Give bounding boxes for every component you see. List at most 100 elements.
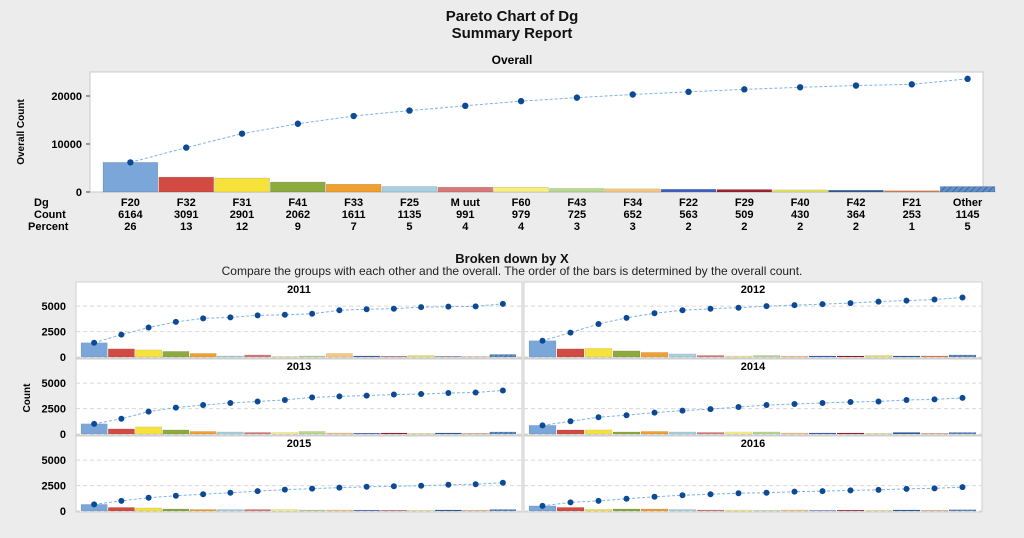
panel-2016-bar-f33 bbox=[640, 508, 669, 512]
cumulative-point-f33 bbox=[350, 112, 357, 120]
panel-2013-bar-f25 bbox=[217, 431, 244, 435]
panel-2012-bar-f43 bbox=[752, 355, 781, 358]
panel-2013-cumulative-point-f21 bbox=[472, 389, 479, 396]
panel-2014-cumulative-point-f34 bbox=[791, 401, 798, 408]
panel-2011-bar-f33 bbox=[189, 353, 217, 358]
panel-2013-bar-f32 bbox=[108, 428, 135, 435]
panel-2016-cumulative-point-f31 bbox=[595, 497, 602, 504]
panel-2012-cumulative-point-other bbox=[959, 294, 966, 301]
bar-f43 bbox=[549, 188, 605, 193]
panel-2015-cumulative-point-f40 bbox=[418, 482, 425, 489]
panel-2013-cumulative-point-m-uut bbox=[254, 398, 261, 405]
bar-hatch-line bbox=[984, 501, 994, 511]
breakdown-chart: Count 2011 5000 2500 0 2012 2013 5000 2500 0 2014 2… bbox=[22, 281, 1004, 518]
panel-2012-cumulative-point-f32 bbox=[567, 329, 574, 336]
panel-2015-cumulative-point-f43 bbox=[309, 485, 316, 492]
count-label-f33: 1611 bbox=[342, 209, 366, 221]
y-tick-label: 2500 bbox=[42, 327, 66, 339]
category-label-f33: F33 bbox=[344, 197, 363, 209]
bar-other bbox=[939, 186, 996, 193]
panel-2014-bar-f31 bbox=[584, 429, 613, 435]
panel-2011-title: 2011 bbox=[287, 284, 311, 296]
bar-hatch-line bbox=[994, 501, 1004, 511]
panel-2014-cumulative-point-f33 bbox=[651, 409, 658, 416]
panel-2013-cumulative-point-f31 bbox=[145, 408, 152, 415]
panel-2015-cumulative-point-f31 bbox=[145, 494, 152, 501]
panel-2012-area bbox=[523, 281, 983, 359]
percent-label-f31: 12 bbox=[236, 221, 248, 233]
panel-2016-bar-f31 bbox=[584, 509, 613, 512]
panel-2012-cumulative-point-f20 bbox=[539, 337, 546, 344]
overall-chart: Overall 20000 10000 0 Overall Count DgCountPe… bbox=[16, 53, 1011, 233]
panel-2012-bar-f29 bbox=[836, 355, 865, 358]
panel-2015-bar-other bbox=[489, 509, 517, 512]
panel-2012-bar-f33 bbox=[640, 352, 669, 358]
bar-hatch-line bbox=[1006, 187, 1011, 192]
bar-hatch-line bbox=[951, 186, 958, 192]
count-label-f60: 979 bbox=[512, 209, 530, 221]
panel-2015-bar-f40 bbox=[407, 510, 435, 512]
panel-2016-cumulative-point-f40 bbox=[875, 486, 882, 493]
category-label-m-uut: M uut bbox=[451, 197, 481, 209]
y-tick-label: 5000 bbox=[42, 455, 66, 467]
count-label-f41: 2062 bbox=[286, 209, 310, 221]
panel-2016-bar-f22 bbox=[808, 510, 837, 512]
panel-2014-cumulative-point-f31 bbox=[595, 414, 602, 421]
percent-label-f20: 26 bbox=[124, 221, 136, 233]
bar-hatch-line bbox=[994, 424, 1004, 434]
bar-m-uut bbox=[437, 186, 493, 193]
bar-hatch-line bbox=[994, 347, 1004, 357]
bar-hatch-line bbox=[509, 354, 513, 358]
panel-2011-bar-f60 bbox=[271, 356, 299, 358]
panel-2016-bar-f43 bbox=[752, 510, 781, 512]
panel-2012-cumulative-point-f41 bbox=[623, 314, 630, 321]
bar-f42 bbox=[828, 189, 884, 193]
panel-2011-cumulative-point-f34 bbox=[336, 307, 343, 314]
panel-2012-bar-f21 bbox=[920, 355, 949, 358]
panel-2011-bar-f34 bbox=[326, 353, 353, 358]
panel-2016-cumulative-point-f29 bbox=[847, 487, 854, 494]
panel-2011-cumulative-point-f32 bbox=[118, 331, 125, 338]
panel-2012-cumulative-point-f34 bbox=[791, 302, 798, 309]
category-label-f40: F40 bbox=[791, 197, 810, 209]
bar-f20 bbox=[102, 162, 159, 193]
panel-2011-cumulative-point-m-uut bbox=[254, 312, 261, 319]
bar-hatch-line bbox=[499, 354, 503, 358]
panel-2014-bar-f22 bbox=[808, 432, 837, 435]
panel-2015-bar-f31 bbox=[135, 507, 162, 512]
panel-2012-cumulative-point-f60 bbox=[735, 304, 742, 311]
bar-f22 bbox=[660, 188, 717, 193]
count-label-f40: 430 bbox=[791, 209, 809, 221]
category-label-f42: F42 bbox=[846, 197, 865, 209]
panel-2011-cumulative-point-f33 bbox=[200, 315, 207, 322]
category-label-f20: F20 bbox=[121, 197, 140, 209]
panel-2013-cumulative-point-f20 bbox=[91, 420, 98, 427]
panel-2015-cumulative-point-f25 bbox=[227, 489, 234, 496]
panel-2013-cumulative-point-f43 bbox=[309, 394, 316, 401]
category-label-f34: F34 bbox=[623, 197, 643, 209]
count-label-other: 1145 bbox=[956, 209, 980, 221]
panel-2013-cumulative-point-f22 bbox=[363, 392, 370, 399]
bar-f40 bbox=[772, 189, 828, 193]
percent-label-f60: 4 bbox=[518, 221, 525, 233]
panel-2014-bar-f60 bbox=[724, 431, 753, 435]
panel-2011-cumulative-point-f20 bbox=[91, 339, 98, 346]
bar-hatch-line bbox=[975, 186, 982, 192]
panel-2012-cumulative-point-f42 bbox=[903, 297, 910, 304]
panel-2011-bar-f43 bbox=[298, 355, 326, 358]
panel-2013-cumulative-point-f41 bbox=[172, 404, 179, 411]
panel-2016-cumulative-point-f22 bbox=[819, 488, 826, 495]
panel-2014-cumulative-point-f43 bbox=[763, 402, 770, 409]
panel-2011-bar-f32 bbox=[108, 348, 135, 358]
panel-2011-cumulative-point-f41 bbox=[172, 318, 179, 325]
y-tick-label: 5000 bbox=[42, 301, 66, 313]
bar-f21 bbox=[884, 190, 940, 193]
cumulative-point-f29 bbox=[741, 86, 748, 93]
panel-2016-bar-other bbox=[948, 509, 977, 512]
panel-2016-cumulative-point-f20 bbox=[539, 502, 546, 509]
panel-2016-bar-f42 bbox=[892, 509, 921, 512]
panel-2013-bar-f31 bbox=[135, 426, 162, 435]
panel-2013-cumulative-point-f33 bbox=[200, 402, 207, 409]
bar-hatch-line bbox=[984, 347, 994, 357]
panel-2014-bar-f43 bbox=[752, 431, 781, 435]
